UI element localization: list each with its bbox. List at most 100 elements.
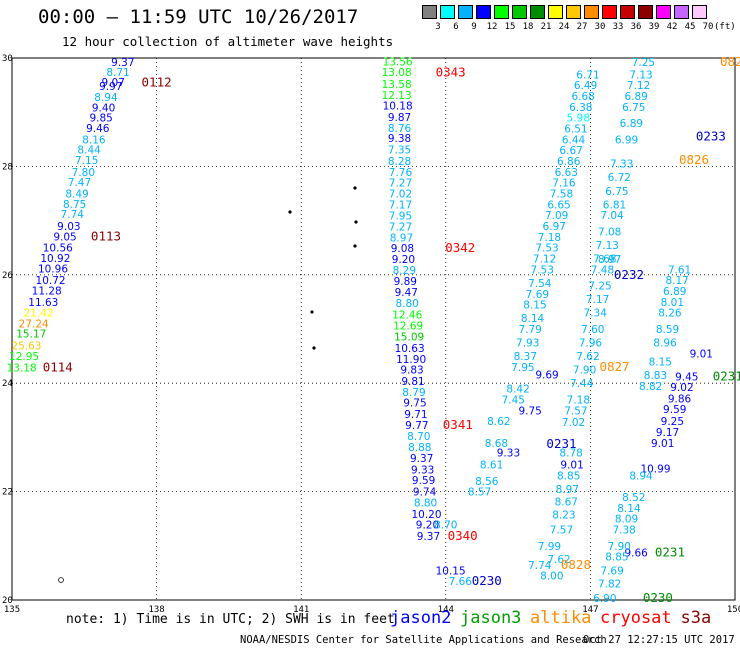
wave-height-value: 7.62 xyxy=(547,554,570,566)
wave-height-value: 8.70 xyxy=(434,520,457,532)
wave-height-value: 11.63 xyxy=(28,297,58,309)
wave-height-value: 7.17 xyxy=(586,294,609,306)
wave-height-value: 7.60 xyxy=(581,324,604,336)
wave-height-value: 7.13 xyxy=(596,240,619,252)
wave-height-value: 9.01 xyxy=(690,348,713,360)
wave-height-value: 6.89 xyxy=(620,118,643,130)
wave-height-value: 8.61 xyxy=(480,460,503,472)
wave-height-value: 7.57 xyxy=(564,405,587,417)
wave-height-value: 8.17 xyxy=(665,275,688,287)
wave-height-value: 8.76 xyxy=(388,123,412,135)
legend-swatch xyxy=(692,5,707,19)
legend-swatch xyxy=(638,5,653,19)
wave-height-value: 10.20 xyxy=(411,509,441,521)
wave-height-value: 8.14 xyxy=(521,313,545,325)
wave-height-value: 8.80 xyxy=(414,497,437,509)
wave-height-value: 7.44 xyxy=(570,378,594,390)
legend-swatch xyxy=(458,5,473,19)
wave-height-value: 7.62 xyxy=(576,351,599,363)
island-dot xyxy=(353,244,357,248)
wave-height-value: 7.04 xyxy=(600,210,624,222)
legend-label: 33 xyxy=(612,22,624,32)
wave-height-value: 7.74 xyxy=(528,560,552,572)
wave-height-value: 13.56 xyxy=(383,56,413,68)
wave-height-value: 8.52 xyxy=(622,492,645,504)
wave-height-value: 13.08 xyxy=(382,67,412,79)
wave-height-value: 6.86 xyxy=(557,156,581,168)
pass-time-label: 0232 xyxy=(614,267,644,282)
legend-swatch xyxy=(674,5,689,19)
island-dot xyxy=(310,310,314,314)
wave-height-value: 7.95 xyxy=(389,211,412,223)
wave-height-value: 9.01 xyxy=(560,460,583,472)
wave-height-value: 8.85 xyxy=(605,552,628,564)
wave-height-value: 9.83 xyxy=(400,365,423,377)
wave-height-value: 9.33 xyxy=(497,448,520,460)
wave-height-value: 8.88 xyxy=(408,442,431,454)
wave-height-value: 9.07 xyxy=(102,77,125,89)
wave-height-value: 8.23 xyxy=(552,509,575,521)
x-tick-label: 144 xyxy=(438,605,454,615)
pass-time-label: 0343 xyxy=(436,65,466,80)
pass-time-label: 0230 xyxy=(472,573,502,588)
y-tick-label: 30 xyxy=(2,54,13,64)
wave-height-value: 8.62 xyxy=(487,416,510,428)
wave-height-value: 11.90 xyxy=(396,354,426,366)
legend-swatch xyxy=(422,5,437,19)
pass-time-label: 0231 xyxy=(655,544,685,559)
legend-label: 45 xyxy=(684,22,696,32)
wave-height-value: 8.83 xyxy=(644,370,667,382)
wave-height-value: 9.20 xyxy=(416,520,439,532)
pass-time-label: 0341 xyxy=(443,417,473,432)
island-dot xyxy=(312,346,316,350)
wave-height-value: 10.15 xyxy=(436,566,466,578)
wave-height-value: 8.37 xyxy=(514,351,537,363)
wave-height-value: 8.97 xyxy=(390,232,413,244)
wave-height-value: 7.35 xyxy=(388,145,411,157)
wave-height-value: 7.66 xyxy=(449,576,473,588)
wave-height-value: 9.37 xyxy=(417,531,440,543)
wave-height-value: 15.17 xyxy=(16,328,46,340)
wave-height-value: 7.13 xyxy=(629,69,652,81)
wave-height-value: 8.42 xyxy=(506,384,529,396)
legend-label: 30 xyxy=(594,22,606,32)
wave-height-value: 8.29 xyxy=(393,265,416,277)
wave-height-value: 9.75 xyxy=(518,405,541,417)
wave-height-value: 12.46 xyxy=(392,309,422,321)
wave-height-value: 6.65 xyxy=(547,199,570,211)
wave-height-value: 12.95 xyxy=(9,351,39,363)
wave-height-value: 7.74 xyxy=(61,209,85,221)
wave-height-value: 8.82 xyxy=(639,381,662,393)
legend-label: 6 xyxy=(453,22,459,32)
wave-height-value: 6.81 xyxy=(603,199,626,211)
wave-height-value: 8.68 xyxy=(485,438,508,450)
legend-swatch xyxy=(512,5,527,19)
credit-line: NOAA/NESDIS Center for Satellite Applica… xyxy=(240,634,607,646)
wave-height-value: 7.53 xyxy=(531,264,554,276)
wave-height-value: 7.90 xyxy=(573,365,596,377)
wave-height-value: 6.97 xyxy=(543,221,566,233)
wave-height-value: 9.59 xyxy=(663,404,686,416)
wave-height-value: 7.09 xyxy=(545,210,568,222)
legend-swatch xyxy=(494,5,509,19)
wave-height-value: 6.68 xyxy=(571,91,594,103)
island-dot xyxy=(353,186,357,190)
wave-height-value: 8.80 xyxy=(396,298,419,310)
wave-height-value: 9.37 xyxy=(111,57,134,69)
pass-time-label: 0827 xyxy=(599,359,629,374)
x-tick-label: 147 xyxy=(582,605,598,615)
wave-height-value: 7.34 xyxy=(584,308,608,320)
wave-height-value: 9.74 xyxy=(413,487,437,499)
y-tick-label: 26 xyxy=(2,271,13,281)
wave-height-value: 6.72 xyxy=(608,172,631,184)
wave-height-value: 6.90 xyxy=(593,593,616,605)
wave-height-value: 5.98 xyxy=(567,113,590,125)
pass-time-label: 0826 xyxy=(679,152,709,167)
wave-height-value: 6.44 xyxy=(562,134,586,146)
wave-height-value: 7.69 xyxy=(600,566,623,578)
wave-height-value: 7.16 xyxy=(552,178,576,190)
wave-height-value: 27.24 xyxy=(19,319,49,331)
wave-height-value: 6.89 xyxy=(624,91,647,103)
wave-height-value: 13.58 xyxy=(382,79,412,91)
